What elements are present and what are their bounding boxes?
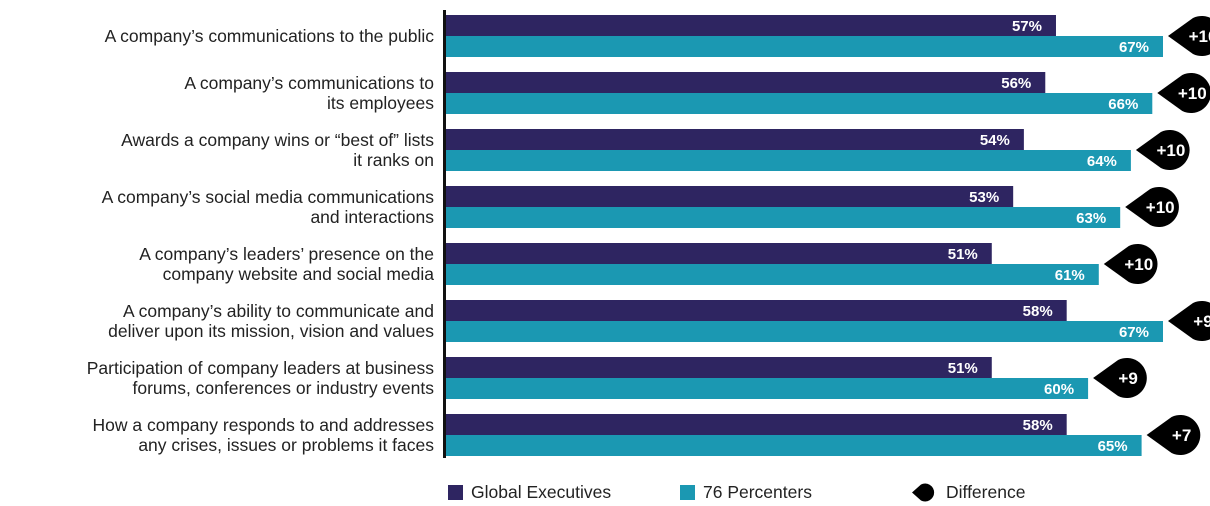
- legend-label-global-executives: Global Executives: [471, 482, 612, 502]
- category-label: A company’s communications to its employ…: [184, 73, 434, 113]
- bar-76-percenters: [446, 36, 1163, 57]
- bar-76-percenters: [446, 435, 1142, 456]
- bar-global-executives: [446, 129, 1024, 150]
- value-label-76-percenters: 63%: [1076, 210, 1106, 227]
- difference-marker: [1103, 244, 1158, 284]
- value-label-76-percenters: 67%: [1119, 324, 1149, 341]
- value-label-global-executives: 54%: [980, 132, 1010, 149]
- difference-marker: [1093, 358, 1147, 398]
- bar-76-percenters: [446, 378, 1089, 399]
- difference-label: +10: [1146, 198, 1175, 217]
- category-label: A company’s social media communications …: [101, 187, 434, 227]
- legend-item-global-executives: Global Executives: [448, 482, 611, 503]
- value-label-76-percenters: 66%: [1108, 96, 1138, 113]
- difference-marker: [1146, 414, 1201, 456]
- category-axis-line: [443, 10, 446, 458]
- difference-marker: [1168, 301, 1210, 341]
- plot-area: 57% 67% +10 56% 66% +10 54% 64% +10 53% 63% +10 51% 6…: [446, 15, 1210, 456]
- value-label-76-percenters: 60%: [1044, 381, 1074, 398]
- value-label-76-percenters: 67%: [1119, 39, 1149, 56]
- value-label-global-executives: 51%: [948, 360, 978, 377]
- bar-76-percenters: [446, 264, 1099, 285]
- difference-marker: [1125, 186, 1179, 228]
- legend-swatch-global-executives: [448, 485, 463, 500]
- value-label-76-percenters: 64%: [1087, 153, 1117, 170]
- value-label-global-executives: 58%: [1023, 417, 1053, 434]
- legend-item-76-percenters: 76 Percenters: [680, 482, 812, 503]
- legend: Global Executives 76 Percenters Differen…: [0, 482, 1210, 506]
- legend-label-difference: Difference: [946, 482, 1026, 502]
- difference-label: +10: [1189, 27, 1210, 46]
- bar-76-percenters: [446, 207, 1121, 228]
- value-label-global-executives: 57%: [1012, 18, 1042, 35]
- legend-swatch-difference: [912, 483, 935, 502]
- category-label: Participation of company leaders at busi…: [86, 358, 434, 398]
- value-label-76-percenters: 61%: [1055, 267, 1085, 284]
- bar-global-executives: [446, 15, 1056, 36]
- legend-label-76-percenters: 76 Percenters: [703, 482, 812, 502]
- bar-global-executives: [446, 300, 1067, 321]
- difference-label: +10: [1178, 84, 1207, 103]
- difference-marker: [1168, 16, 1210, 56]
- category-label: A company’s communications to the public: [104, 26, 434, 46]
- difference-marker: [1135, 130, 1190, 170]
- difference-label: +10: [1124, 255, 1153, 274]
- category-label: A company’s leaders’ presence on the com…: [139, 244, 434, 284]
- value-label-global-executives: 53%: [969, 189, 999, 206]
- bar-global-executives: [446, 72, 1046, 93]
- difference-label: +9: [1193, 312, 1210, 331]
- bar-global-executives: [446, 243, 992, 264]
- difference-label: +10: [1156, 141, 1185, 160]
- value-label-76-percenters: 65%: [1098, 438, 1128, 455]
- value-label-global-executives: 51%: [948, 246, 978, 263]
- legend-swatch-76-percenters: [680, 485, 695, 500]
- category-label: How a company responds to and addresses …: [92, 415, 434, 455]
- category-label: Awards a company wins or “best of” lists…: [121, 130, 434, 170]
- value-label-global-executives: 56%: [1001, 75, 1031, 92]
- difference-label: +7: [1172, 426, 1191, 445]
- difference-label: +9: [1118, 369, 1137, 388]
- category-label: A company’s ability to communicate and d…: [108, 301, 434, 341]
- legend-item-difference: Difference: [910, 482, 1025, 503]
- difference-marker: [1157, 73, 1210, 113]
- bar-global-executives: [446, 357, 992, 378]
- bar-76-percenters: [446, 150, 1131, 171]
- bar-76-percenters: [446, 93, 1153, 114]
- bar-global-executives: [446, 414, 1067, 435]
- value-label-global-executives: 58%: [1023, 303, 1053, 320]
- bar-76-percenters: [446, 321, 1163, 342]
- bar-global-executives: [446, 186, 1014, 207]
